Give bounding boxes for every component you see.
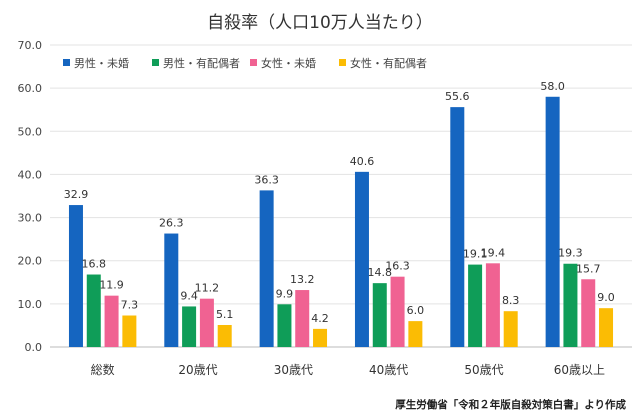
data-label: 13.2 (290, 273, 315, 286)
legend-label: 女性・有配偶者 (350, 56, 427, 70)
data-label: 11.2 (195, 282, 220, 295)
bar (450, 107, 465, 347)
data-label: 19.1 (463, 248, 488, 261)
data-label: 15.7 (576, 262, 601, 275)
legend-swatch (63, 59, 70, 66)
bar (164, 233, 179, 347)
y-tick-label: 50.0 (18, 125, 43, 138)
data-label: 19.4 (481, 246, 506, 259)
data-label: 5.1 (216, 308, 234, 321)
bar (295, 290, 310, 347)
y-tick-label: 30.0 (18, 212, 43, 225)
data-label: 55.6 (445, 90, 470, 103)
category-label: 20歳代 (178, 363, 217, 377)
category-label: 60歳以上 (554, 363, 605, 377)
bar (468, 264, 483, 347)
bar (408, 321, 423, 347)
bar (503, 311, 518, 347)
legend-swatch (339, 59, 346, 66)
bar (390, 276, 405, 347)
bar (354, 171, 369, 347)
data-label: 16.3 (385, 260, 410, 273)
data-label: 36.3 (254, 173, 279, 186)
data-label: 16.8 (82, 258, 107, 271)
bar (259, 190, 274, 347)
data-label: 40.6 (350, 155, 375, 168)
data-label: 14.8 (368, 266, 393, 279)
bar (182, 306, 197, 347)
data-label: 9.4 (180, 289, 198, 302)
legend-label: 男性・有配偶者 (163, 56, 240, 70)
bar (277, 304, 292, 347)
y-tick-label: 10.0 (18, 298, 43, 311)
data-label: 19.3 (558, 247, 583, 260)
source-note: 厚生労働省「令和２年版自殺対策白書」より作成 (395, 399, 626, 411)
bar (199, 298, 214, 347)
bar (68, 205, 83, 347)
legend-label: 女性・未婚 (261, 56, 316, 70)
data-label: 9.0 (597, 291, 615, 304)
legend-swatch (250, 59, 257, 66)
bar (86, 274, 101, 347)
bar (372, 283, 387, 347)
data-label: 26.3 (159, 217, 184, 230)
chart-title: 自殺率（人口10万人当たり） (207, 13, 433, 33)
bar (104, 295, 119, 347)
y-tick-label: 60.0 (18, 82, 43, 95)
bar (581, 279, 596, 347)
y-tick-label: 0.0 (25, 341, 43, 354)
category-label: 50歳代 (464, 363, 503, 377)
data-label: 11.9 (99, 279, 124, 292)
bar (563, 263, 578, 347)
category-label: 40歳代 (369, 363, 408, 377)
data-label: 7.3 (121, 299, 139, 312)
data-label: 58.0 (540, 80, 565, 93)
data-label: 8.3 (502, 294, 520, 307)
bar (122, 315, 137, 347)
y-tick-label: 20.0 (18, 255, 43, 268)
data-label: 32.9 (64, 188, 89, 201)
legend-swatch (152, 59, 159, 66)
bar (313, 328, 328, 347)
bar (545, 96, 560, 348)
bar (485, 263, 500, 347)
legend-label: 男性・未婚 (74, 56, 129, 70)
category-label: 総数 (91, 362, 115, 377)
data-label: 9.9 (276, 287, 294, 300)
category-label: 30歳代 (274, 363, 313, 377)
y-tick-label: 70.0 (18, 39, 43, 52)
data-label: 6.0 (407, 304, 425, 317)
bar (217, 324, 232, 347)
data-label: 4.2 (311, 312, 329, 325)
y-tick-label: 40.0 (18, 168, 43, 181)
bar (599, 308, 614, 347)
